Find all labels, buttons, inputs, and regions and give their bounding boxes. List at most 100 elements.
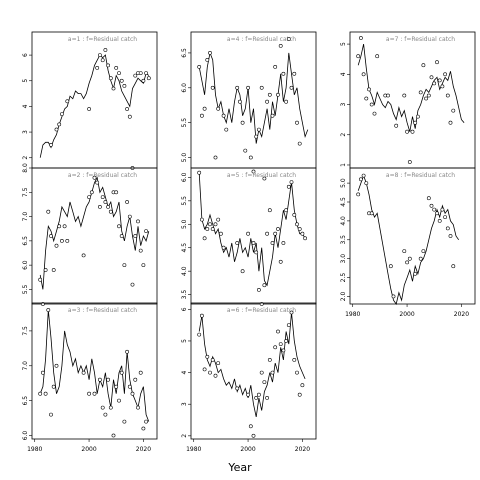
data-point xyxy=(221,113,226,118)
series-line xyxy=(198,51,309,144)
data-point xyxy=(369,102,374,107)
data-point xyxy=(286,37,291,41)
data-point xyxy=(443,72,448,77)
data-point xyxy=(246,392,251,397)
data-point xyxy=(300,383,305,388)
y-tick-label: 7.0 xyxy=(22,212,29,222)
data-point xyxy=(243,148,248,153)
data-point xyxy=(448,120,453,125)
data-point xyxy=(448,234,453,238)
data-point xyxy=(81,370,86,375)
data-point xyxy=(98,377,102,382)
data-point xyxy=(254,250,259,255)
y-tick-label: 5.0 xyxy=(181,219,188,229)
data-point xyxy=(418,90,423,95)
data-point xyxy=(43,268,48,272)
panel-2: a=2 : f=Residual catch 5.5 6.0 6.5 7.0 7.5 8.0 xyxy=(22,163,158,306)
panel-label: a=2 : f=Residual catch xyxy=(68,172,137,179)
data-point xyxy=(141,78,146,83)
data-point xyxy=(119,234,124,238)
data-point xyxy=(130,391,135,396)
data-point xyxy=(43,391,48,396)
data-point xyxy=(289,180,294,185)
y-tick-label: 4.5 xyxy=(340,197,347,207)
data-point xyxy=(402,249,407,254)
data-point xyxy=(213,373,218,378)
data-point xyxy=(300,231,305,236)
data-point xyxy=(46,209,51,214)
panel-4: a=4 : f=Residual catch 5.0 5.5 6.0 6.5 xyxy=(181,31,317,181)
data-point xyxy=(133,377,138,382)
data-point xyxy=(51,384,56,389)
data-point xyxy=(213,222,218,227)
y-tick-label: 6.5 xyxy=(22,396,29,406)
data-point xyxy=(361,173,366,178)
data-point xyxy=(103,48,108,52)
data-point xyxy=(358,177,363,182)
data-point xyxy=(87,391,92,396)
data-point xyxy=(141,263,146,268)
panel-3: a=3 : f=Residual catch 6.0 6.5 7.0 7.5 1980 20… xyxy=(22,302,158,453)
data-point xyxy=(262,283,267,288)
x-tick-label: 2020 xyxy=(136,446,151,453)
data-point xyxy=(136,405,140,410)
data-point xyxy=(281,348,286,353)
data-point xyxy=(108,209,113,214)
panel-frame xyxy=(349,31,476,169)
data-point xyxy=(138,370,143,375)
data-point xyxy=(81,253,86,258)
y-tick-label: 5.5 xyxy=(181,118,188,128)
data-point xyxy=(273,231,278,236)
data-point xyxy=(92,175,97,180)
data-point xyxy=(407,256,412,261)
data-point xyxy=(265,395,270,400)
data-point xyxy=(407,160,412,164)
data-point xyxy=(369,211,374,216)
data-point xyxy=(358,36,363,40)
y-tick-label: 5.0 xyxy=(181,153,188,163)
data-point xyxy=(210,227,215,231)
data-point xyxy=(394,123,399,128)
data-point xyxy=(125,349,130,354)
x-axis-label: Year xyxy=(227,461,252,474)
y-tick-label: 8.0 xyxy=(22,163,29,173)
data-point xyxy=(437,218,442,223)
data-point xyxy=(273,345,278,350)
data-point xyxy=(49,412,53,417)
data-point xyxy=(273,65,278,69)
data-point xyxy=(144,229,149,234)
data-point xyxy=(205,354,210,359)
data-point xyxy=(98,204,102,209)
panel-label: a=7 : f=Residual catch xyxy=(386,36,455,43)
data-point xyxy=(144,419,149,424)
data-point xyxy=(127,214,132,219)
data-point xyxy=(292,71,297,76)
data-point xyxy=(199,217,204,222)
data-point xyxy=(364,96,369,101)
data-point xyxy=(276,227,280,231)
panel-label: a=6 : f=Residual catch xyxy=(227,307,296,314)
data-point xyxy=(276,329,280,334)
data-point xyxy=(297,141,302,146)
data-point xyxy=(421,249,426,254)
y-tick-label: 3 xyxy=(22,130,29,134)
data-point xyxy=(388,264,393,269)
data-point xyxy=(38,277,43,282)
data-point xyxy=(216,217,221,222)
panel-frame xyxy=(31,302,158,440)
data-point xyxy=(87,195,92,200)
y-tick-label: 4.5 xyxy=(181,243,188,253)
panel-frame xyxy=(190,302,317,440)
data-point xyxy=(65,99,70,104)
series-line xyxy=(357,174,460,305)
data-point xyxy=(284,339,289,343)
data-point xyxy=(267,208,272,213)
data-point xyxy=(356,192,361,197)
y-tick-label: 5 xyxy=(22,79,29,83)
data-point xyxy=(122,419,127,424)
data-point xyxy=(251,169,256,174)
data-point xyxy=(208,222,212,227)
y-tick-label: 6 xyxy=(181,307,188,311)
data-point xyxy=(122,84,127,88)
data-point xyxy=(429,203,434,208)
